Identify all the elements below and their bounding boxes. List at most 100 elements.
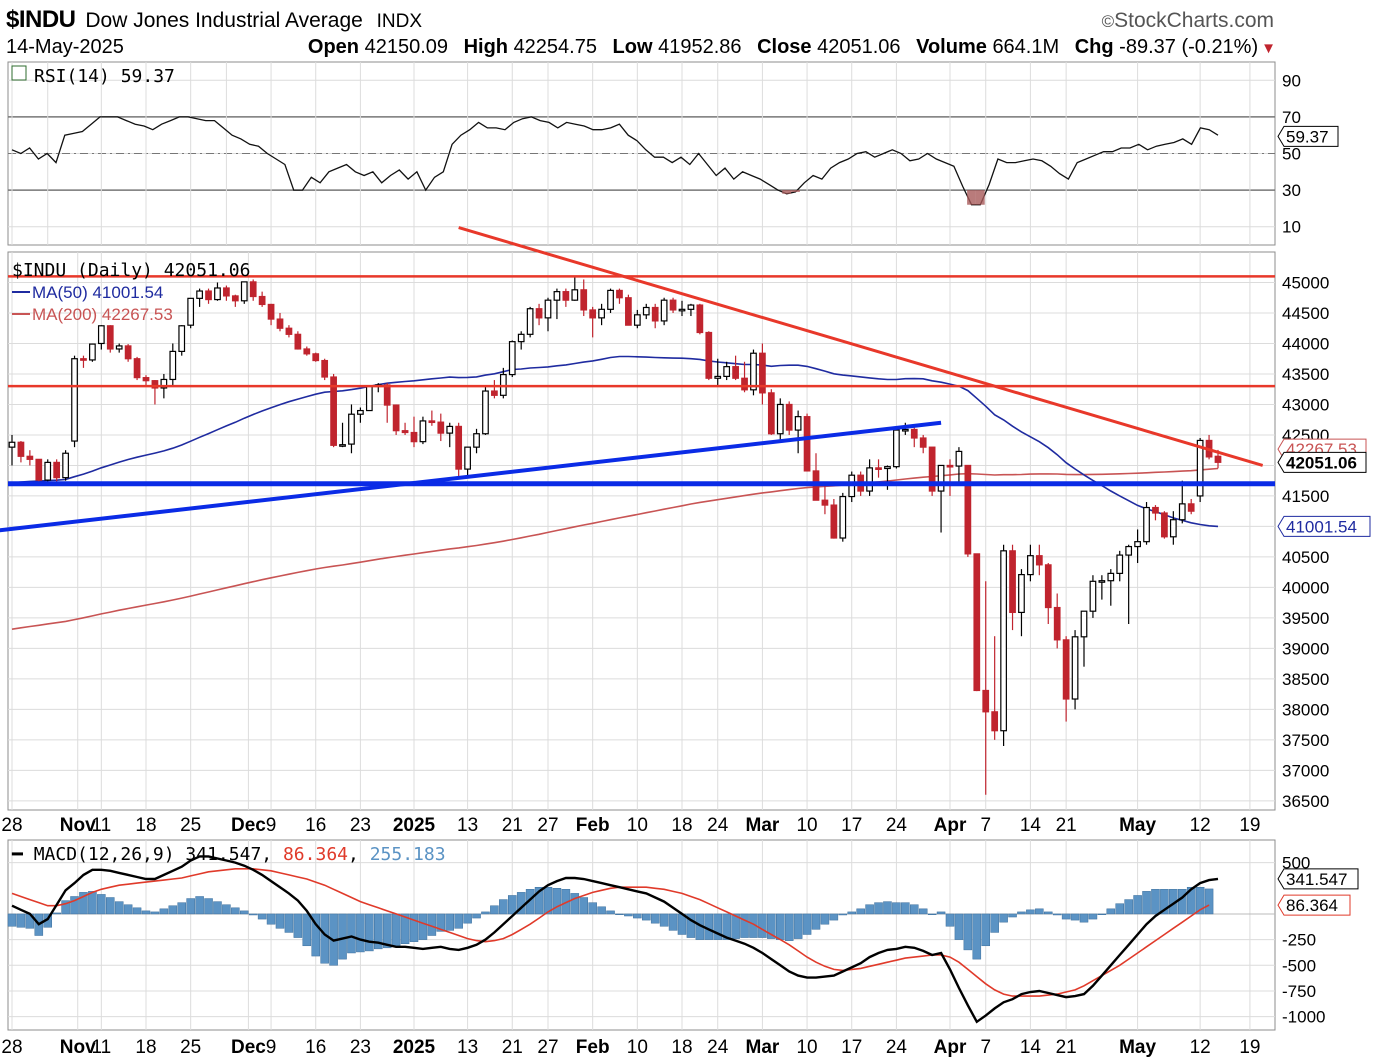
- candle-body: [492, 391, 498, 395]
- macd-hist-bar: [883, 902, 891, 914]
- candle-body: [563, 292, 569, 301]
- candle: [1090, 575, 1096, 618]
- x-tick-label: Mar: [746, 1037, 780, 1058]
- candle-body: [402, 431, 408, 433]
- macd-legend-macd: 341.547: [185, 844, 261, 865]
- candle-body: [992, 712, 998, 731]
- price-tick-label: 44500: [1282, 304, 1329, 323]
- close-tag-label: 42051.06: [1286, 453, 1357, 472]
- price-tick-label: 36500: [1282, 792, 1329, 811]
- x-tick-label: May: [1119, 1037, 1156, 1058]
- macd-signal-tag-label: 86.364: [1286, 896, 1338, 915]
- x-tick-label: 17: [841, 1037, 862, 1058]
- candle: [572, 276, 578, 300]
- macd-hist-bar: [580, 898, 588, 914]
- macd-panel-frame: [8, 840, 1275, 1030]
- candle: [474, 429, 480, 453]
- macd-hist-bar: [490, 906, 498, 914]
- price-tick-label: 41500: [1282, 487, 1329, 506]
- candle: [670, 298, 676, 313]
- x-tick-label: 19: [1239, 815, 1260, 836]
- candle: [697, 304, 703, 334]
- candle-body: [777, 404, 783, 433]
- candle: [1179, 481, 1185, 524]
- candle-body: [715, 376, 721, 378]
- candle: [402, 423, 408, 435]
- candle: [724, 362, 730, 380]
- price-tick-label: 40500: [1282, 548, 1329, 567]
- candle: [751, 350, 757, 396]
- macd-hist-bar: [892, 903, 900, 914]
- candle: [1117, 551, 1123, 581]
- macd-hist-bar: [17, 914, 25, 927]
- candle: [1045, 563, 1051, 624]
- macd-legend: ━ MACD(12,26,9) 341.547, 86.364, 255.183: [11, 844, 446, 865]
- macd-hist-bar: [982, 914, 990, 946]
- candle-body: [706, 332, 712, 378]
- candle: [911, 426, 917, 447]
- macd-hist-bar: [339, 914, 347, 959]
- rsi-tick-label: 70: [1282, 108, 1301, 127]
- macd-hist-bar: [231, 908, 239, 914]
- x-tick-label: 18: [135, 1037, 156, 1058]
- candle-body: [1028, 556, 1034, 575]
- x-tick-label: 27: [537, 1037, 558, 1058]
- macd-hist-bar: [169, 906, 177, 914]
- candle: [992, 636, 998, 740]
- candle: [197, 289, 203, 307]
- macd-hist-bar: [419, 914, 427, 940]
- candle: [393, 404, 399, 434]
- candle: [733, 356, 739, 380]
- candle-body: [724, 367, 730, 377]
- candle-body: [1171, 520, 1177, 537]
- x-tick-label: 14: [1020, 1037, 1042, 1058]
- candle: [938, 465, 944, 532]
- macd-hist-bar: [803, 914, 811, 935]
- x-tick-label: 13: [457, 815, 478, 836]
- candle-body: [259, 297, 265, 305]
- price-grid: [8, 252, 1275, 810]
- candle-body: [938, 465, 944, 491]
- macd-hist-bar: [1205, 889, 1213, 914]
- macd-hist-bar: [991, 914, 999, 932]
- macd-signal-series: [12, 869, 1209, 996]
- candle-body: [438, 422, 444, 433]
- candle-body: [206, 291, 212, 300]
- candle-body: [545, 300, 551, 318]
- candle-body: [974, 554, 980, 691]
- x-tick-label: 24: [707, 815, 729, 836]
- candle-body: [1162, 513, 1168, 537]
- macd-hist-bar: [213, 902, 221, 914]
- candle-body: [1090, 581, 1096, 611]
- macd-signal-line: [12, 869, 1209, 996]
- candle: [90, 343, 96, 361]
- candle-body: [215, 288, 221, 300]
- candle: [45, 459, 51, 483]
- price-tick-label: 39500: [1282, 609, 1329, 628]
- candle-body: [188, 298, 194, 325]
- x-tick-label: 19: [1239, 1037, 1260, 1058]
- candle-body: [63, 453, 69, 477]
- candle: [617, 289, 623, 304]
- candle-body: [795, 417, 801, 430]
- price-tick-label: 38500: [1282, 670, 1329, 689]
- macd-hist-bar: [651, 914, 659, 923]
- candle: [1054, 594, 1060, 649]
- ma200-legend: MA(200) 42267.53: [32, 305, 173, 324]
- candle: [1162, 511, 1168, 538]
- candle-body: [1135, 542, 1141, 547]
- candle: [349, 404, 355, 453]
- x-tick-label: 10: [796, 1037, 817, 1058]
- candle-body: [107, 326, 113, 349]
- macd-hist-bar: [839, 914, 847, 915]
- candle: [277, 313, 283, 331]
- rsi-tag-label: 59.37: [1286, 127, 1329, 146]
- macd-hist-bar: [928, 914, 936, 915]
- candle: [840, 493, 846, 542]
- candle-body: [134, 359, 140, 378]
- price-tick-label: 40000: [1282, 578, 1329, 597]
- x-tick-label: Feb: [576, 815, 610, 836]
- candle-body: [286, 328, 292, 334]
- macd-hist-bar: [1134, 895, 1142, 913]
